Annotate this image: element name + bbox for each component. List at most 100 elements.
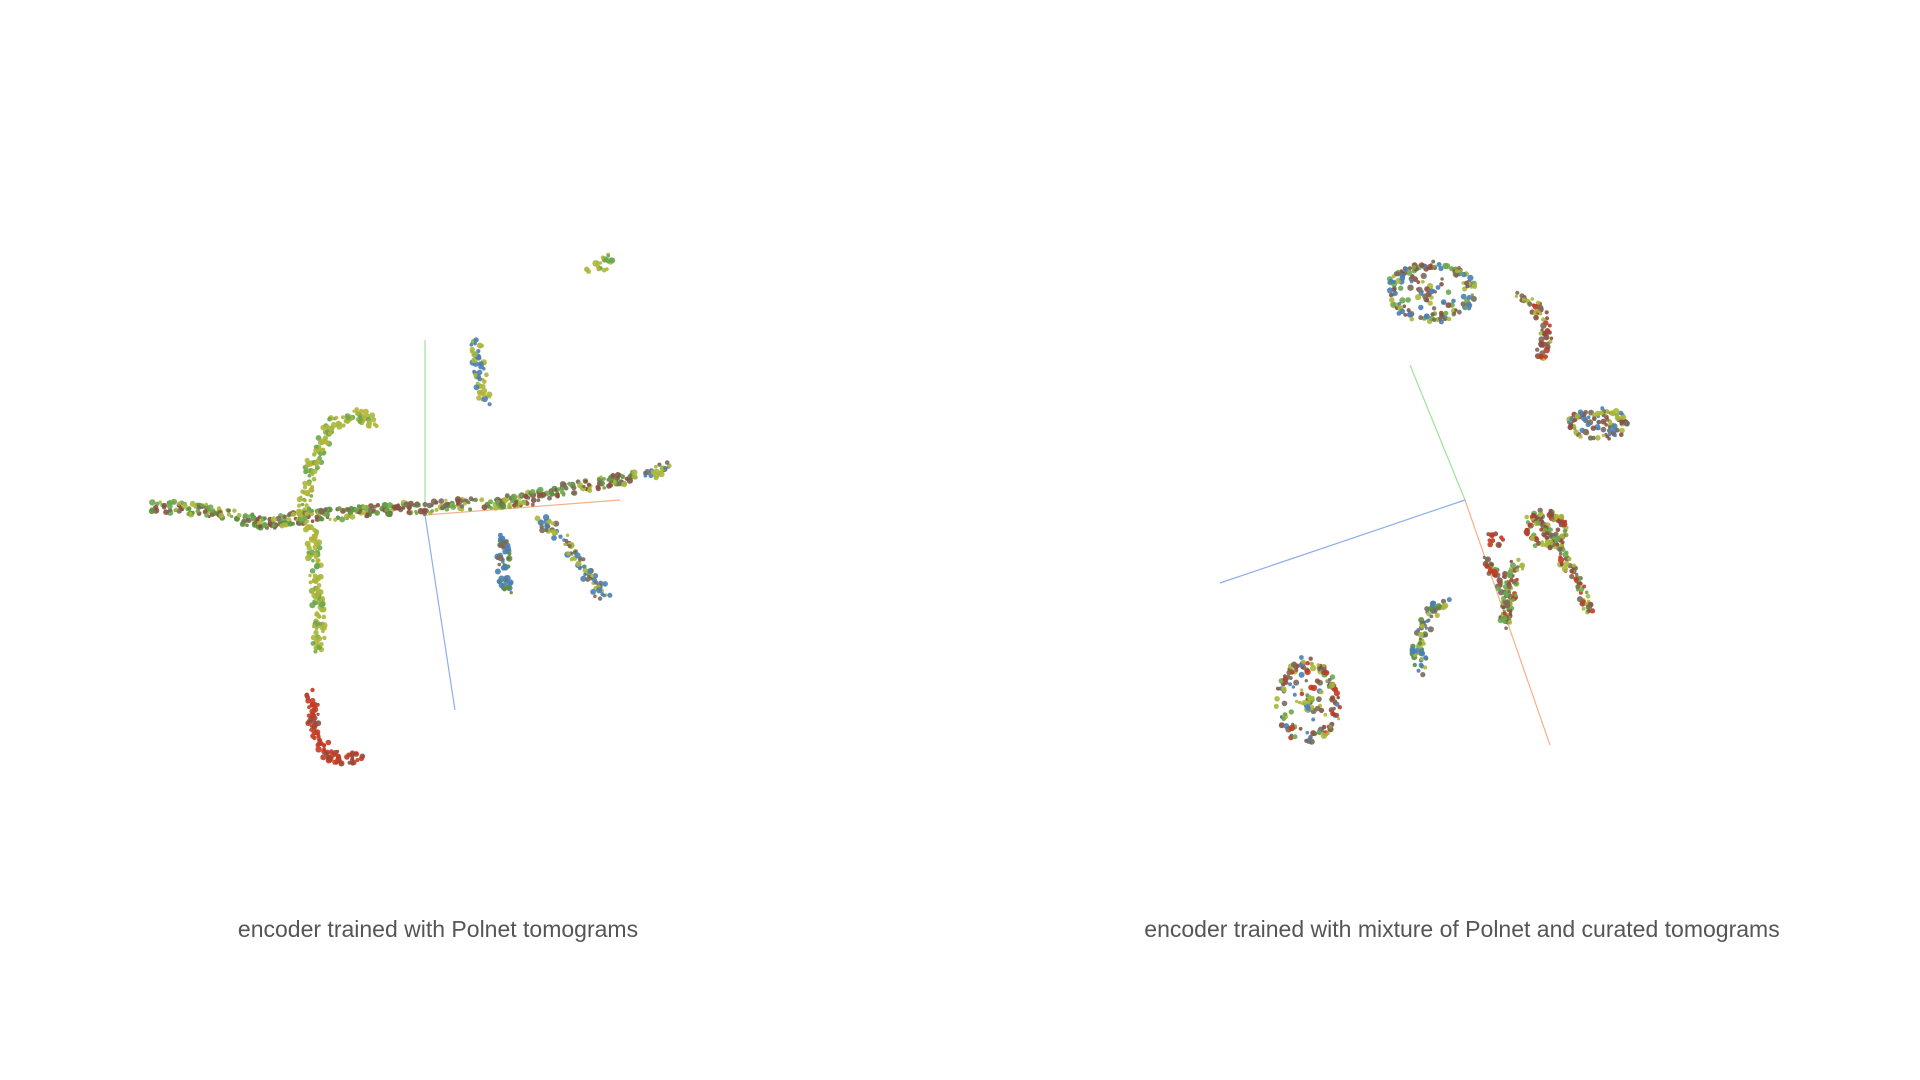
data-point	[480, 383, 486, 389]
data-point	[1549, 336, 1554, 341]
data-point	[161, 502, 168, 509]
data-point	[1561, 565, 1568, 573]
data-point	[186, 506, 192, 511]
data-point	[1292, 734, 1298, 740]
data-point	[1578, 581, 1583, 586]
data-point	[1495, 586, 1502, 592]
data-point	[362, 408, 369, 415]
data-point	[1600, 406, 1605, 411]
data-point	[628, 479, 633, 484]
data-point	[489, 506, 494, 510]
data-point	[517, 500, 523, 506]
data-point	[195, 504, 202, 511]
data-point	[505, 584, 512, 591]
data-point	[567, 481, 572, 486]
data-point	[320, 754, 327, 761]
data-point	[440, 505, 445, 511]
data-point	[537, 519, 544, 526]
data-point	[567, 544, 572, 548]
data-point	[504, 575, 511, 581]
data-point	[1530, 297, 1534, 301]
data-point	[1573, 576, 1579, 582]
data-point	[1328, 724, 1333, 729]
data-point	[497, 555, 504, 562]
data-point	[346, 507, 351, 512]
data-point	[1283, 674, 1287, 678]
data-point	[1513, 593, 1518, 598]
data-point	[1545, 536, 1549, 540]
data-point	[250, 512, 255, 517]
data-point	[302, 507, 307, 511]
data-point	[324, 751, 329, 756]
data-point	[1601, 433, 1606, 438]
data-point	[309, 568, 316, 574]
data-point	[1416, 280, 1421, 284]
data-point	[1416, 628, 1421, 632]
data-point	[337, 506, 342, 511]
data-point	[1446, 316, 1452, 322]
data-point	[1466, 295, 1472, 300]
data-point	[287, 521, 294, 527]
data-point	[1306, 700, 1311, 705]
data-point	[1332, 706, 1336, 711]
data-point	[1412, 662, 1417, 668]
data-point	[313, 448, 318, 453]
data-point	[1395, 278, 1401, 284]
data-point	[304, 457, 310, 464]
data-point	[153, 504, 159, 511]
data-point	[216, 506, 221, 511]
data-point	[1539, 354, 1544, 359]
data-point	[339, 761, 343, 765]
data-point	[1420, 279, 1425, 284]
data-point	[1409, 648, 1416, 655]
data-point	[476, 349, 481, 354]
data-point	[316, 712, 320, 716]
data-point	[598, 261, 603, 265]
data-point	[493, 505, 499, 511]
data-point	[552, 530, 559, 536]
data-point	[1440, 277, 1444, 281]
data-point	[1298, 671, 1305, 678]
data-point	[1521, 297, 1527, 302]
data-point	[1432, 317, 1437, 323]
data-point	[1547, 545, 1553, 551]
data-point	[1429, 600, 1436, 607]
data-point	[314, 514, 319, 519]
data-point	[297, 516, 302, 521]
data-point	[1610, 431, 1615, 435]
right-scatter-plot	[1219, 259, 1630, 746]
data-point	[426, 502, 433, 509]
data-point	[1446, 597, 1452, 603]
data-point	[1585, 604, 1592, 611]
data-point	[1429, 614, 1434, 619]
data-point	[509, 590, 513, 595]
data-point	[1419, 623, 1425, 629]
data-point	[1429, 288, 1435, 295]
data-point	[1421, 641, 1426, 646]
data-point	[602, 267, 607, 273]
data-point	[1452, 311, 1457, 316]
data-point	[1305, 661, 1310, 666]
data-point	[1454, 269, 1459, 274]
data-point	[562, 492, 566, 496]
data-point	[306, 545, 312, 551]
data-point	[1463, 305, 1469, 310]
data-point	[1402, 304, 1407, 309]
data-point	[574, 552, 581, 559]
data-point	[1460, 301, 1466, 307]
data-point	[478, 361, 484, 367]
data-point	[321, 614, 327, 620]
data-point	[1432, 264, 1436, 269]
data-point	[310, 711, 315, 717]
data-point	[1596, 426, 1601, 431]
data-point	[498, 582, 505, 589]
data-point	[456, 501, 461, 506]
data-point	[511, 503, 517, 508]
data-point	[309, 701, 316, 708]
data-point	[494, 568, 501, 575]
data-point	[275, 515, 282, 522]
data-point	[1525, 532, 1530, 537]
data-point	[1491, 568, 1498, 575]
data-point	[226, 512, 232, 517]
data-point	[1286, 674, 1291, 679]
